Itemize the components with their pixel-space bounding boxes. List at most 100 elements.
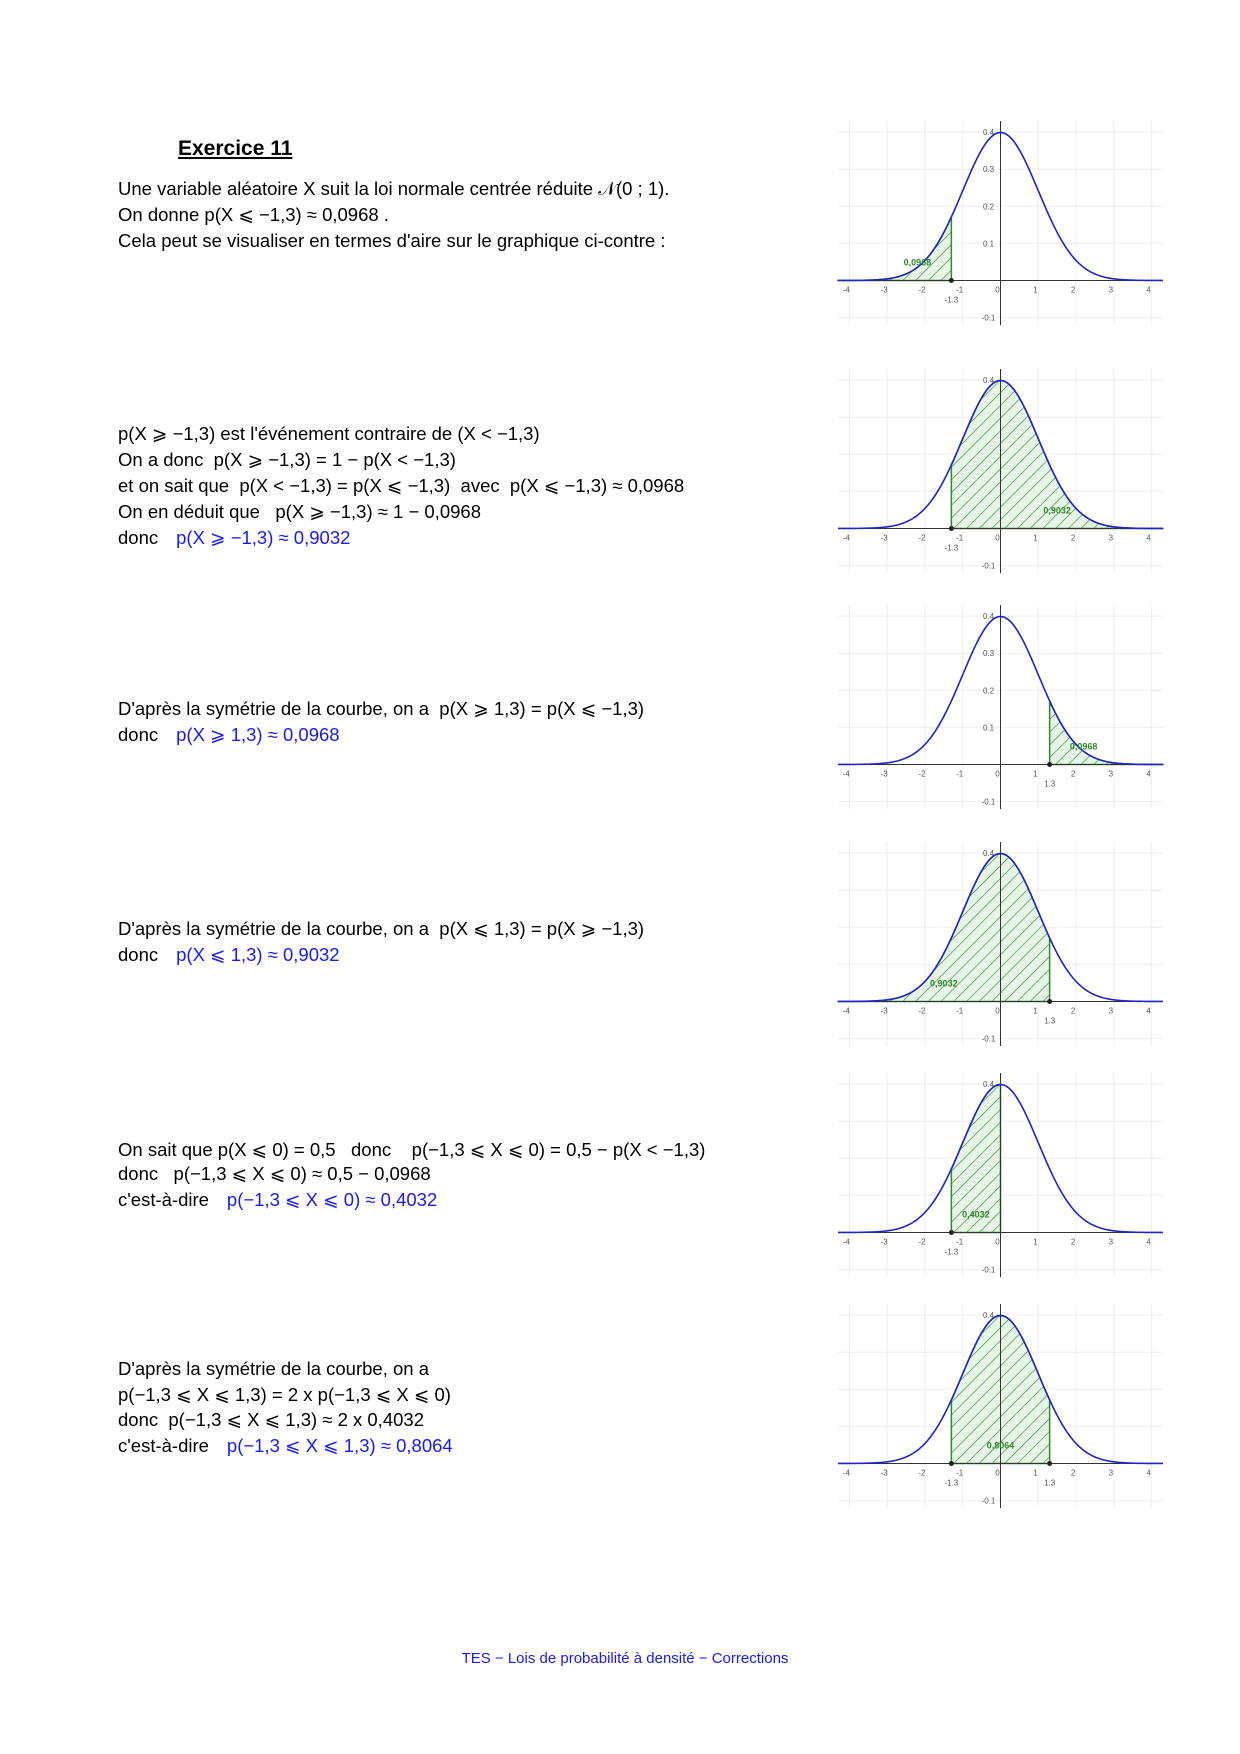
x-tick-label: 3 xyxy=(1109,285,1114,294)
area-label: 0,0968 xyxy=(904,258,932,268)
line-text: p(X ⩾ −1,3) est l'événement contraire de… xyxy=(118,423,540,444)
text-line: c'est-à-dire p(−1,3 ⩽ X ⩽ 0) ≈ 0,4032 xyxy=(118,1189,437,1211)
y-tick-label: 0.4 xyxy=(983,128,995,137)
marker-point xyxy=(948,525,954,531)
line-text: D'après la symétrie de la courbe, on a p… xyxy=(118,698,645,719)
line-text: et on sait que p(X < −1,3) = p(X ⩽ −1,3)… xyxy=(118,475,685,496)
x-tick-label: -1 xyxy=(956,1006,964,1015)
x-tick-label: 4 xyxy=(1146,1237,1151,1246)
x-tick-label: 2 xyxy=(1071,533,1076,542)
line-text: Cela peut se visualiser en termes d'aire… xyxy=(118,230,666,251)
result: p(X ⩾ −1,3) ≈ 0,9032 xyxy=(176,527,351,548)
text-line: On donne p(X ⩽ −1,3) ≈ 0,0968 . xyxy=(118,204,389,226)
normal-graph: -4 -3 -2 -1 0 1 2 3 4 -0.1 0.1 0.2 0.3 0.4 0,0968 -1.3 xyxy=(837,121,1164,325)
x-tick-label: -1 xyxy=(956,533,964,542)
text-line: p(−1,3 ⩽ X ⩽ 1,3) = 2 x p(−1,3 ⩽ X ⩽ 0) xyxy=(118,1384,451,1406)
y-tick-label: -0.1 xyxy=(982,562,996,571)
y-tick-label: 0.4 xyxy=(983,612,995,621)
marker-point xyxy=(1047,1460,1053,1466)
line-text: donc p(−1,3 ⩽ X ⩽ 0) ≈ 0,5 − 0,0968 xyxy=(118,1163,431,1184)
x-tick-label: -4 xyxy=(843,769,851,778)
line-text: p(−1,3 ⩽ X ⩽ 1,3) = 2 x p(−1,3 ⩽ X ⩽ 0) xyxy=(118,1384,451,1405)
normal-graph: -4-3-2-101234-0.10.10.20.30.40,8064-1.31… xyxy=(837,1304,1164,1508)
x-tick-label: -2 xyxy=(918,769,926,778)
area-label: 0,8064 xyxy=(987,1441,1015,1451)
footer: TES − Lois de probabilité à densité − Co… xyxy=(461,1650,789,1667)
x-tick-label: 1 xyxy=(1033,1237,1038,1246)
line-text: On sait que p(X ⩽ 0) = 0,5 donc p(−1,3 ⩽… xyxy=(118,1139,706,1160)
y-tick-label: 0.4 xyxy=(983,1311,995,1320)
x-tick-label: -4 xyxy=(843,533,851,542)
exercise-title: Exercice 11 xyxy=(178,137,293,160)
x-tick-label: -4 xyxy=(843,285,851,294)
x-tick-label: -3 xyxy=(881,1237,889,1246)
x-tick-label: 3 xyxy=(1109,1006,1114,1015)
x-tick-label: 0 xyxy=(995,1468,1000,1477)
result: p(X ⩾ 1,3) ≈ 0,0968 xyxy=(176,724,340,745)
x-tick-label: 2 xyxy=(1071,285,1076,294)
result: p(−1,3 ⩽ X ⩽ 1,3) ≈ 0,8064 xyxy=(226,1435,453,1456)
density-curve xyxy=(837,615,1164,766)
text-line: On sait que p(X ⩽ 0) = 0,5 donc p(−1,3 ⩽… xyxy=(118,1139,705,1161)
x-tick-label: 2 xyxy=(1071,1468,1076,1477)
x-tick-label: 4 xyxy=(1146,533,1151,542)
x-tick-label: -3 xyxy=(881,769,889,778)
x-tick-label: 3 xyxy=(1109,1468,1114,1477)
y-tick-label: 0.4 xyxy=(983,376,995,385)
text-line: D'après la symétrie de la courbe, on a p… xyxy=(118,698,644,720)
y-tick-label: 0.1 xyxy=(983,723,995,732)
marker-label: -1.3 xyxy=(944,1247,958,1256)
x-tick-label: -2 xyxy=(918,285,926,294)
x-tick-label: 0 xyxy=(995,285,1000,294)
y-tick-label: -0.1 xyxy=(982,1266,996,1275)
text-line: Cela peut se visualiser en termes d'aire… xyxy=(118,230,666,252)
marker-point xyxy=(1047,998,1053,1004)
text-line: On a donc p(X ⩾ −1,3) = 1 − p(X < −1,3) xyxy=(118,449,456,471)
text-line: donc p(−1,3 ⩽ X ⩽ 0) ≈ 0,5 − 0,0968 xyxy=(118,1163,431,1185)
x-tick-label: -4 xyxy=(843,1237,851,1246)
x-tick-label: 3 xyxy=(1109,1237,1114,1246)
line-text: donc xyxy=(118,724,159,745)
text-line: et on sait que p(X < −1,3) = p(X ⩽ −1,3)… xyxy=(118,475,684,497)
x-tick-label: 4 xyxy=(1146,1468,1151,1477)
y-tick-label: 0.4 xyxy=(983,1080,995,1089)
text-line: Une variable aléatoire X suit la loi nor… xyxy=(118,178,669,200)
line-text: donc xyxy=(118,527,159,548)
x-tick-label: 3 xyxy=(1109,533,1114,542)
x-tick-label: -4 xyxy=(843,1006,851,1015)
text-line: D'après la symétrie de la courbe, on a xyxy=(118,1358,429,1380)
area-label: 0,0968 xyxy=(1070,742,1098,752)
density-curve xyxy=(837,1083,1164,1234)
text-line: D'après la symétrie de la courbe, on a p… xyxy=(118,918,644,940)
area-label: 0,9032 xyxy=(1043,506,1071,516)
x-tick-label: 1 xyxy=(1033,769,1038,778)
x-tick-label: 1 xyxy=(1033,533,1038,542)
y-tick-label: 0.4 xyxy=(983,849,995,858)
x-tick-label: 3 xyxy=(1109,769,1114,778)
y-tick-label: 0.2 xyxy=(983,202,995,211)
marker-label: -1.3 xyxy=(944,295,958,304)
density-curve xyxy=(837,379,1164,530)
y-tick-label: -0.1 xyxy=(982,1497,996,1506)
x-tick-label: -3 xyxy=(881,285,889,294)
line-text: c'est-à-dire xyxy=(118,1435,209,1456)
result: p(X ⩽ 1,3) ≈ 0,9032 xyxy=(176,944,340,965)
normal-graph: -4 -3 -2 -1 0 1 2 3 4 -0.1 0.1 0.2 0.3 0.4 0,0968 1.3 xyxy=(837,605,1164,809)
line-text: donc p(−1,3 ⩽ X ⩽ 1,3) ≈ 2 x 0,4032 xyxy=(118,1409,424,1430)
line-text: donc xyxy=(118,944,159,965)
result: p(−1,3 ⩽ X ⩽ 0) ≈ 0,4032 xyxy=(226,1189,438,1210)
line-text: On a donc p(X ⩾ −1,3) = 1 − p(X < −1,3) xyxy=(118,449,456,470)
line-text: c'est-à-dire xyxy=(118,1189,209,1210)
x-tick-label: 2 xyxy=(1071,769,1076,778)
line-text: On en déduit que p(X ⩾ −1,3) ≈ 1 − 0,096… xyxy=(118,501,482,522)
x-tick-label: 0 xyxy=(995,769,1000,778)
marker-point xyxy=(948,277,954,283)
marker-point xyxy=(948,1460,954,1466)
x-tick-label: 0 xyxy=(995,1006,1000,1015)
y-tick-label: 0.1 xyxy=(983,239,995,248)
x-tick-label: -2 xyxy=(918,1006,926,1015)
